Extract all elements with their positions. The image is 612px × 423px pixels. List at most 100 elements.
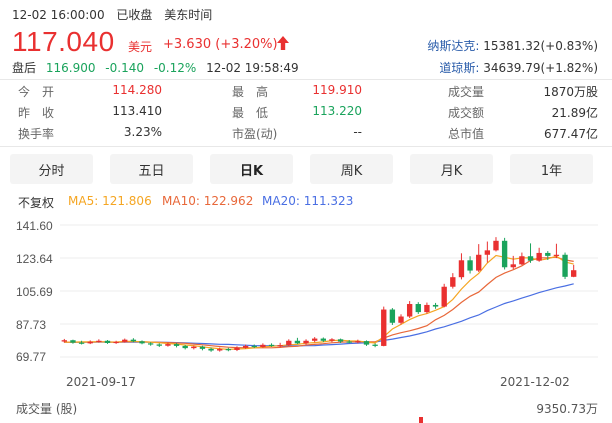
candle [225,347,232,352]
tab-five-day[interactable]: 五日 [110,154,193,184]
candle-body [225,349,232,351]
candle-body [476,254,482,271]
candle-body [424,304,430,313]
candle [208,347,214,352]
after-hours-change-pct: -0.12% [153,61,197,75]
volume-max: 9350.73万 [536,402,598,416]
candle-body [372,344,378,346]
candle-body [398,316,404,323]
tab-monthly-k[interactable]: 月K [410,154,493,184]
candle [173,343,180,348]
candlestick-chart[interactable] [0,215,612,373]
candle [406,301,413,318]
up-arrow-icon [277,36,289,50]
tab-daily-k[interactable]: 日K [210,154,293,184]
candle-body [458,260,465,278]
stat-amount-label: 成交额 [448,106,485,120]
candle-body [432,304,439,307]
volume-bar [419,417,423,423]
candle [441,283,447,308]
stat-pe-value: -- [353,125,362,139]
candle-body [165,344,171,346]
candle-body [78,342,85,344]
candle [415,302,421,314]
candle [87,340,93,345]
ma10-line [64,256,574,349]
candle-body [130,339,137,342]
candle-body [277,345,283,347]
candle [510,255,516,270]
tab-one-year[interactable]: 1年 [510,154,593,184]
tab-intraday[interactable]: 分时 [10,154,93,184]
candle-body [415,304,421,313]
candle [519,252,525,266]
status-state: 已收盘 [116,8,153,22]
candle [476,244,482,273]
candle [130,338,137,343]
candle [562,252,568,280]
market-status: 12-02 16:00:00 已收盘 美东时间 [12,6,220,23]
candle [553,243,560,259]
after-hours-change: -0.140 [105,61,144,75]
index-dow-value: 34639.79(+1.82%) [483,61,598,75]
status-datetime: 12-02 16:00:00 [12,8,105,22]
candle [286,339,292,346]
index-nasdaq[interactable]: 纳斯达克: 15381.32(+0.83%) [427,37,598,54]
adjust-selector[interactable]: 不复权 [18,196,55,210]
price-change: +3.630 (+3.20%) [163,37,278,52]
candle-body [519,256,525,265]
candle [96,339,102,343]
candle [346,340,352,344]
stat-low-value: 113.220 [312,104,362,118]
stat-turnover-label: 换手率 [18,127,55,141]
candle [242,344,249,349]
candle [381,306,387,347]
candle-body [147,343,154,345]
stat-mcap-value: 677.47亿 [544,127,598,141]
candle [182,344,188,350]
candle [260,343,266,348]
candle-body [294,340,301,344]
ma20-label: MA20: [262,194,300,208]
candle-body [381,309,387,346]
candle-body [406,304,413,317]
candle-body [320,338,326,341]
after-hours-label: 盘后 [12,61,37,75]
price-change-value: +3.630 [163,37,212,52]
index-dow[interactable]: 道琼斯: 34639.79(+1.82%) [439,59,598,76]
candle [536,247,542,262]
candle [268,343,275,347]
candle-body [312,338,318,341]
candle [156,343,162,348]
candle-body [536,252,542,261]
index-nasdaq-name: 纳斯达克: [427,39,480,53]
candle [450,273,456,289]
ma10-value: 122.962 [203,194,254,208]
candle-body [199,346,206,349]
x-label-end: 2021-12-02 [500,375,570,389]
candle [61,338,67,343]
candle [545,251,551,260]
candle-body [329,339,335,341]
candle [337,338,344,343]
candle [217,347,223,352]
candle-body [303,340,309,344]
candle-body [441,286,447,307]
x-label-start: 2021-09-17 [66,375,136,389]
candle-body [234,347,240,350]
candle-body [337,339,344,342]
candle [484,241,491,263]
tab-weekly-k[interactable]: 周K [310,154,393,184]
stat-prev-value: 113.410 [112,104,162,118]
index-dow-name: 道琼斯: [439,61,480,75]
candle-body [260,344,266,348]
stat-open-label: 今 开 [18,85,55,99]
ma20-value: 111.323 [303,194,354,208]
ma5-value: 121.806 [102,194,152,208]
candle [139,340,145,345]
candle-body [346,341,352,343]
stat-turnover-value: 3.23% [123,125,162,139]
candle [303,339,309,345]
stat-prev-label: 昨 收 [18,106,55,120]
candle-body [545,252,551,256]
